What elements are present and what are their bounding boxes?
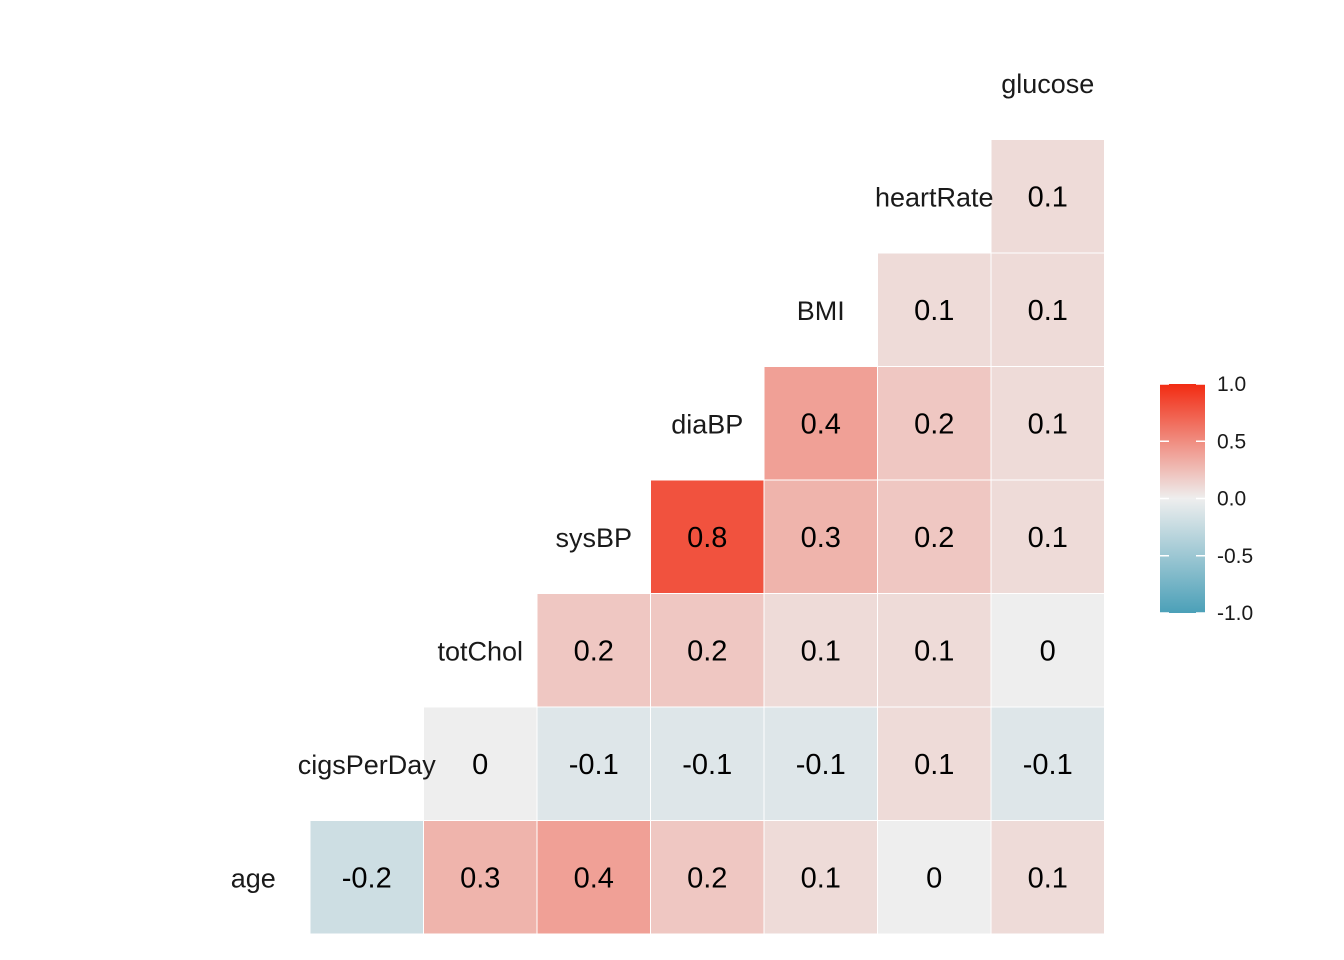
heatmap-cell-sysBP-heartRate [877,479,992,594]
cell-value-label: 0.1 [1028,862,1068,894]
heatmap-cell-cigsPerDay-diaBP [650,706,765,821]
heatmap-cell-cigsPerDay-glucose [990,706,1105,821]
cell-value-label: -0.1 [1023,749,1073,781]
heatmap-cell-age-glucose [990,820,1105,935]
color-legend: 1.0 0.5 0.0 -0.5 -1.0 [1160,373,1253,625]
legend-tick-label: 1.0 [1217,373,1246,396]
cell-value-label: 0 [472,749,488,781]
cell-value-label: -0.1 [569,749,619,781]
heatmap-cell-age-cigsPerDay [309,820,424,935]
legend-tick-label: -0.5 [1217,545,1253,568]
cell-value-label: 0.2 [687,635,727,667]
cell-value-label: -0.2 [342,862,392,894]
cell-value-label: 0.1 [1028,408,1068,440]
variable-label-heartRate: heartRate [875,182,994,212]
legend-tick-label: 0.0 [1217,488,1246,511]
variable-label-glucose: glucose [1001,69,1094,99]
cell-value-label: 0.2 [574,635,614,667]
cell-value-label: -0.1 [796,749,846,781]
heatmap-cell-sysBP-BMI [763,479,878,594]
heatmap-cell-age-heartRate [877,820,992,935]
cell-value-label: 0.1 [914,749,954,781]
heatmap-cell-BMI-glucose [990,252,1105,367]
cell-value-label: 0 [1040,635,1056,667]
legend-tick-label: -1.0 [1217,602,1253,625]
cell-value-label: 0.1 [914,635,954,667]
variable-label-diaBP: diaBP [671,409,743,439]
cell-value-label: 0.4 [574,862,614,894]
heatmap-cell-cigsPerDay-heartRate [877,706,992,821]
cell-value-label: 0.4 [801,408,841,440]
heatmap-cell-totChol-BMI [763,593,878,708]
cell-value-label: 0.2 [914,522,954,554]
heatmap-cell-diaBP-glucose [990,366,1105,481]
cell-value-label: 0.8 [687,522,727,554]
cell-value-label: 0.1 [1028,181,1068,213]
cell-value-label: 0.2 [687,862,727,894]
heatmap-cell-totChol-glucose [990,593,1105,708]
cell-value-label: 0.1 [914,295,954,327]
cell-value-label: 0.3 [460,862,500,894]
legend-tick-label: 0.5 [1217,430,1246,453]
cell-value-label: 0.1 [1028,295,1068,327]
cell-value-label: 0.2 [914,408,954,440]
heatmap-cell-totChol-sysBP [536,593,651,708]
variable-labels: age cigsPerDay totChol sysBP diaBP BMI heartRa… [231,69,1095,894]
variable-label-sysBP: sysBP [555,523,632,553]
heatmap-cells: -0.2 0.3 0.4 0.2 0.1 0 0.1 0 -0.1 -0.1 -0.1 0.1 -0.1… [309,139,1105,935]
heatmap-cell-age-diaBP [650,820,765,935]
heatmap-cell-totChol-heartRate [877,593,992,708]
variable-label-age: age [231,863,276,893]
heatmap-cell-age-totChol [423,820,538,935]
heatmap-cell-sysBP-diaBP [650,479,765,594]
cell-value-label: 0 [926,862,942,894]
cell-value-label: 0.1 [801,635,841,667]
heatmap-cell-cigsPerDay-sysBP [536,706,651,821]
cell-value-label: 0.1 [1028,522,1068,554]
heatmap-cell-totChol-diaBP [650,593,765,708]
cell-value-label: 0.3 [801,522,841,554]
heatmap-cell-cigsPerDay-totChol [423,706,538,821]
heatmap-cell-heartRate-glucose [990,139,1105,254]
variable-label-BMI: BMI [797,296,845,326]
cell-value-label: -0.1 [682,749,732,781]
heatmap-cell-diaBP-BMI [763,366,878,481]
variable-label-cigsPerDay: cigsPerDay [298,750,437,780]
cell-value-label: 0.1 [801,862,841,894]
variable-label-totChol: totChol [437,636,523,666]
heatmap-cell-age-BMI [763,820,878,935]
